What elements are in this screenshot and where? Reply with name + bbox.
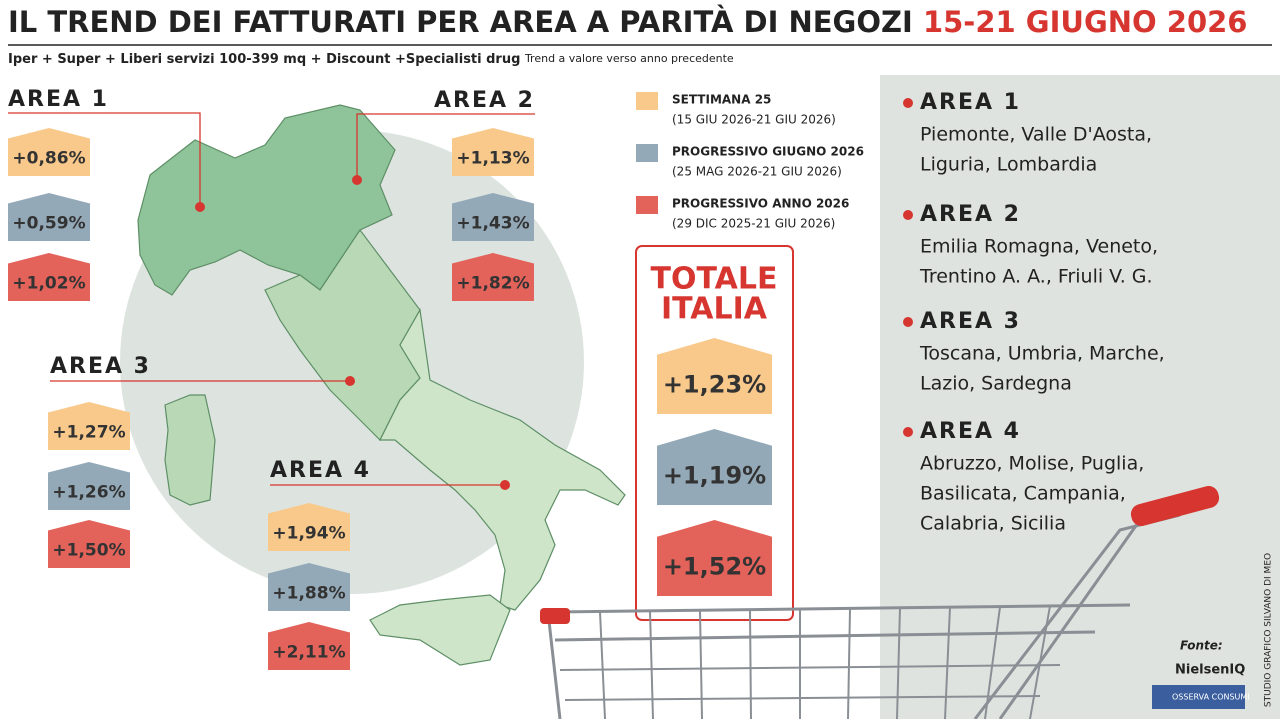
list-dot [903, 427, 913, 437]
badge [657, 520, 772, 596]
title: IL TREND DEI FATTURATI PER AREA A PARITÀ… [8, 5, 1247, 39]
dot-area-1 [195, 202, 205, 212]
badge-value: +1,13% [456, 148, 529, 168]
title-main: IL TREND DEI FATTURATI PER AREA A PARITÀ… [8, 5, 913, 39]
badge [48, 520, 130, 568]
subtitle-note: Trend a valore verso anno precedente [524, 52, 734, 65]
badge-value: +0,59% [12, 213, 85, 233]
cart-corner [540, 608, 570, 624]
badge-value: +0,86% [12, 148, 85, 168]
list-area: AREA 2 [920, 202, 1021, 227]
legend-period: (25 MAG 2026-21 GIU 2026) [672, 165, 842, 179]
legend-swatch [636, 144, 658, 162]
source-logo-box [1152, 685, 1245, 709]
badge-value: +1,82% [456, 273, 529, 293]
badge-value: +1,94% [272, 523, 345, 543]
list-area: AREA 3 [920, 309, 1021, 334]
badge-value: +1,19% [663, 461, 766, 489]
badge [48, 462, 130, 510]
badge [268, 563, 350, 611]
badge-value: +1,02% [12, 273, 85, 293]
badge [8, 128, 90, 176]
map-sardinia [164, 394, 216, 506]
map [137, 104, 626, 666]
list-regions: Abruzzo, Molise, Puglia, [920, 453, 1144, 475]
list-area: AREA 4 [920, 419, 1021, 444]
legend-swatch [636, 92, 658, 110]
badge-value: +1,50% [52, 540, 125, 560]
subtitle-main: Iper + Super + Liberi servizi 100-399 mq… [8, 52, 520, 67]
map-south [379, 308, 626, 611]
list-regions: Trentino A. A., Friuli V. G. [919, 266, 1153, 288]
badge [657, 429, 772, 505]
badge-value: +1,43% [456, 213, 529, 233]
badge [657, 338, 772, 414]
area-label: AREA 1 [8, 87, 109, 112]
list-dot [903, 317, 913, 327]
legend-label: PROGRESSIVO ANNO 2026 [672, 197, 849, 211]
badge-value: +1,88% [272, 583, 345, 603]
source-label: Fonte: [1180, 639, 1223, 653]
list-regions: Calabria, Sicilia [920, 513, 1066, 535]
badge [48, 402, 130, 450]
badge [452, 253, 534, 301]
subtitle: Iper + Super + Liberi servizi 100-399 mq… [8, 52, 734, 67]
source-logo: OSSERVA CONSUMI [1172, 693, 1250, 702]
leader-area-2 [356, 113, 535, 180]
source-logo: NielsenIQ [1175, 663, 1245, 678]
badge [8, 193, 90, 241]
badge-value: +2,11% [272, 642, 345, 662]
credit: STUDIO GRAFICO SILVANO DI MEO [1264, 553, 1274, 707]
list-regions: Liguria, Lombardia [920, 154, 1097, 176]
dot-area-3 [345, 376, 355, 386]
badge [268, 622, 350, 670]
list-regions: Toscana, Umbria, Marche, [919, 343, 1165, 365]
badge-value: +1,26% [52, 482, 125, 502]
leaders [8, 112, 535, 486]
list-regions: Piemonte, Valle D'Aosta, [920, 124, 1152, 146]
side-panel [880, 75, 1280, 719]
badge-value: +1,27% [52, 422, 125, 442]
legend-period: (15 GIU 2026-21 GIU 2026) [672, 113, 836, 127]
cart-handle [1130, 485, 1220, 527]
leader-area-1 [8, 112, 201, 207]
dots [195, 175, 510, 490]
list-dot [903, 98, 913, 108]
legend-swatch [636, 196, 658, 214]
area-label: AREA 2 [434, 88, 535, 113]
area-label: AREA 3 [50, 354, 151, 379]
legend-label: SETTIMANA 25 [672, 93, 771, 107]
total-title: TOTALE [651, 262, 778, 297]
list-area: AREA 1 [920, 90, 1021, 115]
badge-value: +1,23% [663, 370, 766, 398]
legend-period: (29 DIC 2025-21 GIU 2026) [672, 217, 835, 231]
dot-area-4 [500, 480, 510, 490]
badge [452, 128, 534, 176]
dot-area-2 [352, 175, 362, 185]
map-sicily [369, 594, 511, 666]
list-dot [903, 210, 913, 220]
title-date: 15-21 GIUGNO 2026 [923, 5, 1248, 39]
legend-label: PROGRESSIVO GIUGNO 2026 [672, 145, 864, 159]
total-title: ITALIA [661, 292, 768, 327]
badge-value: +1,52% [663, 552, 766, 580]
list-regions: Basilicata, Campania, [920, 483, 1126, 505]
list-regions: Lazio, Sardegna [920, 373, 1072, 395]
badge [8, 253, 90, 301]
list-regions: Emilia Romagna, Veneto, [920, 236, 1158, 258]
area-label: AREA 4 [270, 458, 371, 483]
badge [452, 193, 534, 241]
badge [268, 503, 350, 551]
